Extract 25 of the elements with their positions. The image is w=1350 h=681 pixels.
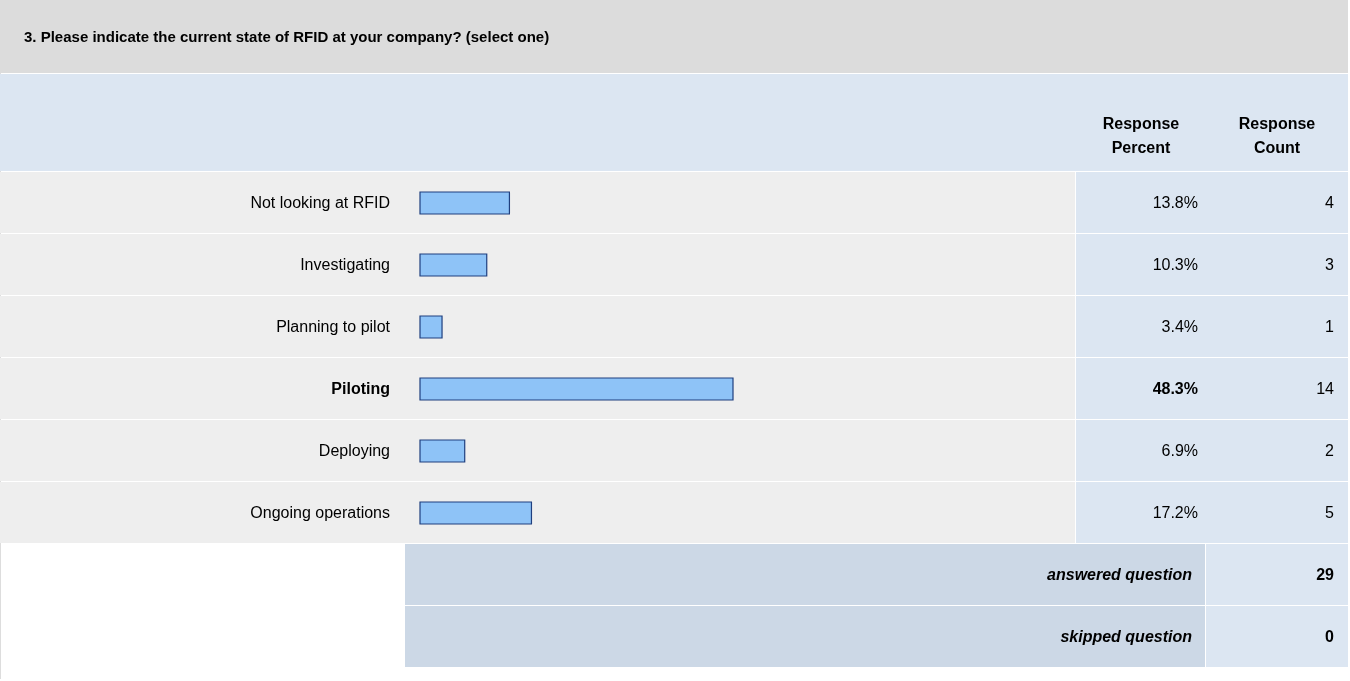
data-label: 17.2%	[1152, 504, 1198, 521]
text: 1	[1325, 318, 1335, 335]
y-tick-label: Piloting	[331, 380, 390, 397]
y-tick-label: Ongoing operations	[250, 504, 390, 521]
text: 5	[1325, 504, 1335, 521]
data-label: 13.8%	[1152, 194, 1198, 211]
text: 3. Please indicate the current state of RFID at your company? (select one)	[24, 28, 550, 45]
text: 2	[1325, 442, 1335, 459]
text: 4	[1325, 194, 1335, 211]
text: 29	[1316, 566, 1335, 583]
y-tick-label: Investigating	[300, 256, 390, 273]
text: Response Percent	[1102, 115, 1180, 156]
data-label: 3.4%	[1161, 318, 1198, 335]
y-tick-label: Planning to pilot	[276, 318, 391, 335]
text: Response Count	[1238, 115, 1316, 156]
y-tick-label: Deploying	[318, 442, 390, 459]
y-tick-label: Not looking at RFID	[250, 194, 390, 211]
data-label: 10.3%	[1152, 256, 1198, 273]
text: 3	[1325, 256, 1335, 273]
text: 0	[1325, 628, 1335, 645]
text: answered question	[1047, 566, 1193, 583]
data-label: 48.3%	[1152, 380, 1198, 397]
text: 14	[1316, 380, 1335, 397]
text: skipped question	[1060, 628, 1193, 645]
data-label: 6.9%	[1161, 442, 1198, 459]
